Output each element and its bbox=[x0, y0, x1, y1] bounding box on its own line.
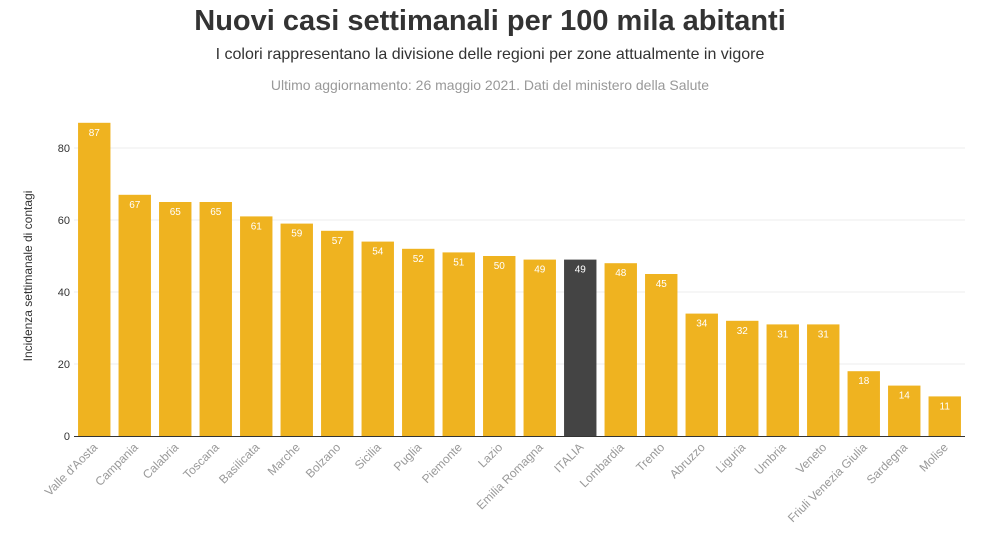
x-tick-label: Sardegna bbox=[864, 440, 911, 487]
y-tick-label: 60 bbox=[58, 215, 70, 227]
bar bbox=[604, 263, 637, 436]
bar-value-label: 52 bbox=[413, 254, 425, 265]
bar bbox=[361, 241, 394, 436]
y-tick-label: 0 bbox=[64, 431, 70, 443]
x-tick-label: Molise bbox=[916, 440, 951, 475]
bar-value-label: 49 bbox=[534, 265, 546, 276]
x-tick-label: Marche bbox=[265, 440, 303, 478]
bar bbox=[928, 396, 961, 436]
bar-value-label: 59 bbox=[291, 229, 303, 240]
bar-value-label: 32 bbox=[737, 326, 749, 337]
bar bbox=[240, 216, 273, 436]
bar-value-label: 14 bbox=[899, 391, 911, 402]
bar-value-label: 31 bbox=[818, 329, 830, 340]
x-tick-label: Abruzzo bbox=[667, 440, 708, 481]
x-tick-label: Veneto bbox=[793, 440, 830, 477]
chart-subtitle: I colori rappresentano la divisione dell… bbox=[215, 46, 765, 63]
bar bbox=[685, 313, 718, 436]
bar bbox=[847, 371, 880, 436]
bar bbox=[564, 259, 597, 436]
x-tick-label: Valle d'Aosta bbox=[42, 440, 101, 499]
bar bbox=[483, 256, 516, 436]
bar-value-label: 48 bbox=[615, 268, 627, 279]
x-tick-label: Umbria bbox=[752, 440, 789, 477]
bar-value-label: 54 bbox=[372, 247, 384, 258]
bar-value-label: 49 bbox=[575, 265, 587, 276]
x-tick-label: Lazio bbox=[475, 440, 505, 470]
x-tick-label: Liguria bbox=[713, 440, 749, 476]
bar bbox=[159, 202, 192, 436]
bar bbox=[118, 194, 151, 436]
bar-value-label: 50 bbox=[494, 261, 506, 272]
y-tick-label: 20 bbox=[58, 359, 70, 371]
x-tick-label: Bolzano bbox=[303, 440, 344, 481]
y-axis-label: Incidenza settimanale di contagi bbox=[21, 191, 35, 362]
chart-title: Nuovi casi settimanali per 100 mila abit… bbox=[194, 5, 786, 37]
x-tick-label: Friuli Venezia Giulia bbox=[785, 440, 870, 525]
x-tick-label: Puglia bbox=[391, 440, 425, 474]
x-tick-label: Campania bbox=[92, 440, 141, 489]
x-tick-label: ITALIA bbox=[551, 440, 586, 475]
bar-value-label: 65 bbox=[170, 207, 182, 218]
bar bbox=[645, 274, 678, 436]
y-tick-label: 80 bbox=[58, 143, 70, 155]
bar bbox=[402, 248, 435, 436]
bar-value-label: 67 bbox=[129, 200, 141, 211]
bar-value-label: 45 bbox=[656, 279, 668, 290]
bar bbox=[807, 324, 840, 436]
bar-value-label: 31 bbox=[777, 329, 789, 340]
bar bbox=[442, 252, 475, 436]
x-tick-label: Lombardia bbox=[577, 440, 627, 490]
bar bbox=[199, 202, 232, 436]
bar bbox=[78, 122, 111, 437]
bar-value-label: 65 bbox=[210, 207, 222, 218]
y-tick-label: 40 bbox=[58, 287, 70, 299]
x-tick-label: Trento bbox=[633, 440, 667, 474]
bar bbox=[726, 320, 759, 436]
bar bbox=[280, 223, 313, 436]
bar-value-label: 51 bbox=[453, 257, 465, 268]
x-tick-label: Sicilia bbox=[352, 440, 384, 472]
bar-value-label: 61 bbox=[251, 221, 263, 232]
bar-value-label: 87 bbox=[89, 128, 101, 139]
bars: 87 67 65 65 61 59 57 54 52 51 50 49 49 48 45 34 32 31 31 18… bbox=[78, 122, 961, 437]
bar-value-label: 11 bbox=[940, 401, 951, 412]
x-tick-label: Piemonte bbox=[419, 440, 465, 486]
chart-source-note: Ultimo aggiornamento: 26 maggio 2021. Da… bbox=[270, 77, 710, 93]
bar bbox=[766, 324, 799, 436]
bar bbox=[888, 385, 921, 436]
bar-value-label: 34 bbox=[696, 319, 708, 330]
x-tick-label: Basilicata bbox=[216, 440, 262, 486]
bar-value-label: 18 bbox=[858, 376, 870, 387]
bar bbox=[321, 230, 354, 436]
bar-value-label: 57 bbox=[332, 236, 344, 247]
x-tick-label: Calabria bbox=[140, 440, 182, 482]
bar bbox=[523, 259, 556, 436]
